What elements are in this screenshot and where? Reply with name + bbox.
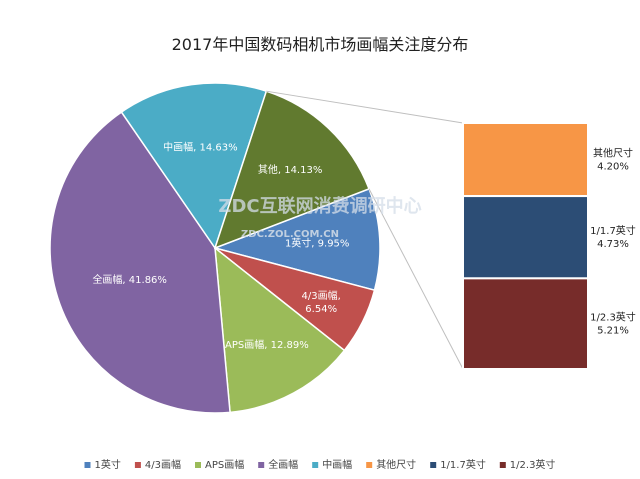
bar-segment-1 [462,195,589,280]
connector-bottom [368,188,464,370]
legend-swatch-5 [366,462,373,468]
legend-swatch-1 [134,462,141,468]
legend-swatch-7 [499,462,506,468]
legend-label-0: 1英寸 [95,458,121,471]
pie: 1英寸, 9.95% 4/3画幅, 6.54% APS画幅, 12.89% 全画幅, 4… [49,82,381,414]
legend-label-5: 其他尺寸 [376,458,416,471]
legend-label-2: APS画幅 [205,458,244,471]
bar-segment-label-2: 1/2.3英寸 5.21% [590,311,636,337]
bar-segment-label-1: 1/1.7英寸 4.73% [590,224,636,250]
pie-slice-4 [120,82,268,250]
bar-of-pie-connectors [266,90,464,370]
pie-slice-label-5: 其他, 14.13% [258,163,323,176]
legend-label-7: 1/2.3英寸 [510,458,556,471]
pie-slice-2 [214,246,346,414]
pie-slice-5 [213,90,371,250]
legend-swatch-3 [258,462,265,468]
watermark-sub: ZDC.ZOL.COM.CN [241,229,339,240]
legend-swatch-4 [312,462,319,468]
pie-slice-label-3: 全画幅, 41.86% [92,273,167,286]
pie-slice-label-2: APS画幅, 12.89% [225,338,309,351]
bar-segment-2 [462,277,589,370]
watermark-main: ZDC互联网消费调研中心 [218,195,421,217]
legend-label-6: 1/1.7英寸 [440,458,486,471]
bar-segment-0 [462,122,589,198]
legend-swatch-2 [195,462,201,468]
pie-slice-label-1: 4/3画幅, 6.54% [302,289,341,315]
connector-top [266,90,464,124]
bar-of-pie: 其他尺寸 4.20% 1/1.7英寸 4.73% 1/2.3英寸 5.21% [462,122,636,370]
chart-title: 2017年中国数码相机市场画幅关注度分布 [172,35,469,54]
legend-label-4: 中画幅 [322,458,352,471]
bar-segment-label-0: 其他尺寸 4.20% [593,147,633,173]
pie-slice-label-4: 中画幅, 14.63% [163,141,238,154]
legend-swatch-6 [430,462,437,468]
pie-slice-0 [212,187,381,292]
pie-slice-label-0: 1英寸, 9.95% [285,237,350,250]
legend-swatch-0 [84,462,91,468]
legend: 1英寸 4/3画幅 APS画幅 全画幅 中画幅 其他尺寸 1/1.7英寸 1/2.3英寸 [84,458,556,471]
legend-label-1: 4/3画幅 [145,458,181,471]
watermark: ZDC互联网消费调研中心 ZDC.ZOL.COM.CN [218,195,421,240]
legend-label-3: 全画幅 [268,458,298,471]
pie-slice-3 [49,111,231,414]
